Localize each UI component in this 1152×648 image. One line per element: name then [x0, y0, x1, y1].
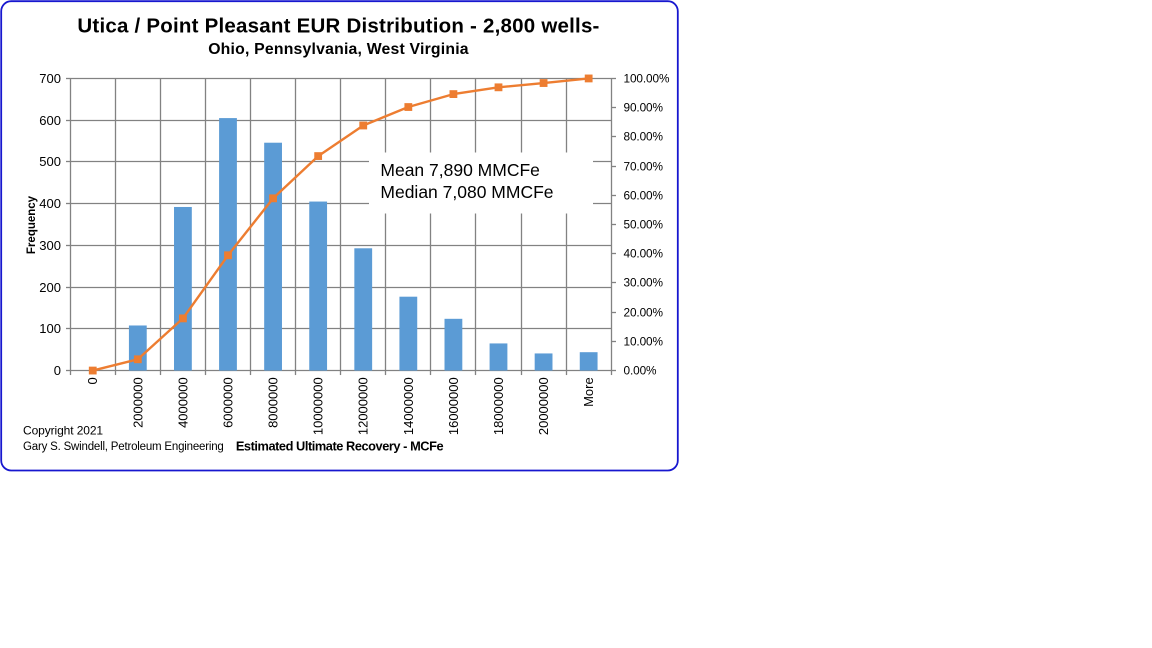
svg-text:14000000: 14000000: [401, 377, 416, 435]
svg-text:300: 300: [39, 238, 61, 253]
svg-text:100.00%: 100.00%: [624, 72, 670, 86]
svg-text:4000000: 4000000: [175, 377, 190, 428]
svg-text:30.00%: 30.00%: [624, 276, 664, 290]
svg-text:10000000: 10000000: [311, 377, 326, 435]
svg-text:700: 700: [39, 71, 61, 86]
svg-text:More: More: [581, 377, 596, 407]
svg-text:50.00%: 50.00%: [624, 218, 664, 232]
svg-text:8000000: 8000000: [266, 377, 281, 428]
svg-text:12000000: 12000000: [356, 377, 371, 435]
svg-text:0: 0: [85, 377, 100, 384]
svg-text:70.00%: 70.00%: [624, 160, 664, 174]
svg-text:40.00%: 40.00%: [624, 247, 664, 261]
svg-text:0: 0: [54, 363, 61, 378]
svg-text:Utica / Point Pleasant EUR Dis: Utica / Point Pleasant EUR Distribution …: [77, 15, 599, 38]
svg-text:20000000: 20000000: [536, 377, 551, 435]
svg-text:0.00%: 0.00%: [624, 364, 658, 378]
svg-text:Copyright 2021: Copyright 2021: [23, 424, 103, 438]
svg-text:400: 400: [39, 196, 61, 211]
svg-text:Frequency: Frequency: [26, 195, 38, 254]
svg-text:90.00%: 90.00%: [624, 101, 664, 115]
svg-text:200: 200: [39, 280, 61, 295]
svg-text:Estimated Ultimate Recovery -: Estimated Ultimate Recovery - MCFe: [236, 439, 444, 454]
svg-text:Mean 7,890 MMCFe: Mean 7,890 MMCFe: [380, 160, 540, 180]
svg-text:600: 600: [39, 113, 61, 128]
svg-text:80.00%: 80.00%: [624, 130, 664, 144]
svg-text:Gary S. Swindell, Petroleum En: Gary S. Swindell, Petroleum Engineering: [23, 441, 224, 453]
svg-text:Median 7,080 MMCFe: Median 7,080 MMCFe: [380, 182, 553, 202]
svg-text:2000000: 2000000: [130, 377, 145, 428]
svg-text:16000000: 16000000: [446, 377, 461, 435]
svg-text:60.00%: 60.00%: [624, 189, 664, 203]
svg-text:500: 500: [39, 154, 61, 169]
svg-text:18000000: 18000000: [491, 377, 506, 435]
svg-text:6000000: 6000000: [220, 377, 235, 428]
svg-text:10.00%: 10.00%: [624, 335, 664, 349]
svg-text:Ohio, Pennsylvania, West Virgi: Ohio, Pennsylvania, West Virginia: [208, 41, 469, 58]
svg-text:100: 100: [39, 321, 61, 336]
svg-text:20.00%: 20.00%: [624, 306, 664, 320]
